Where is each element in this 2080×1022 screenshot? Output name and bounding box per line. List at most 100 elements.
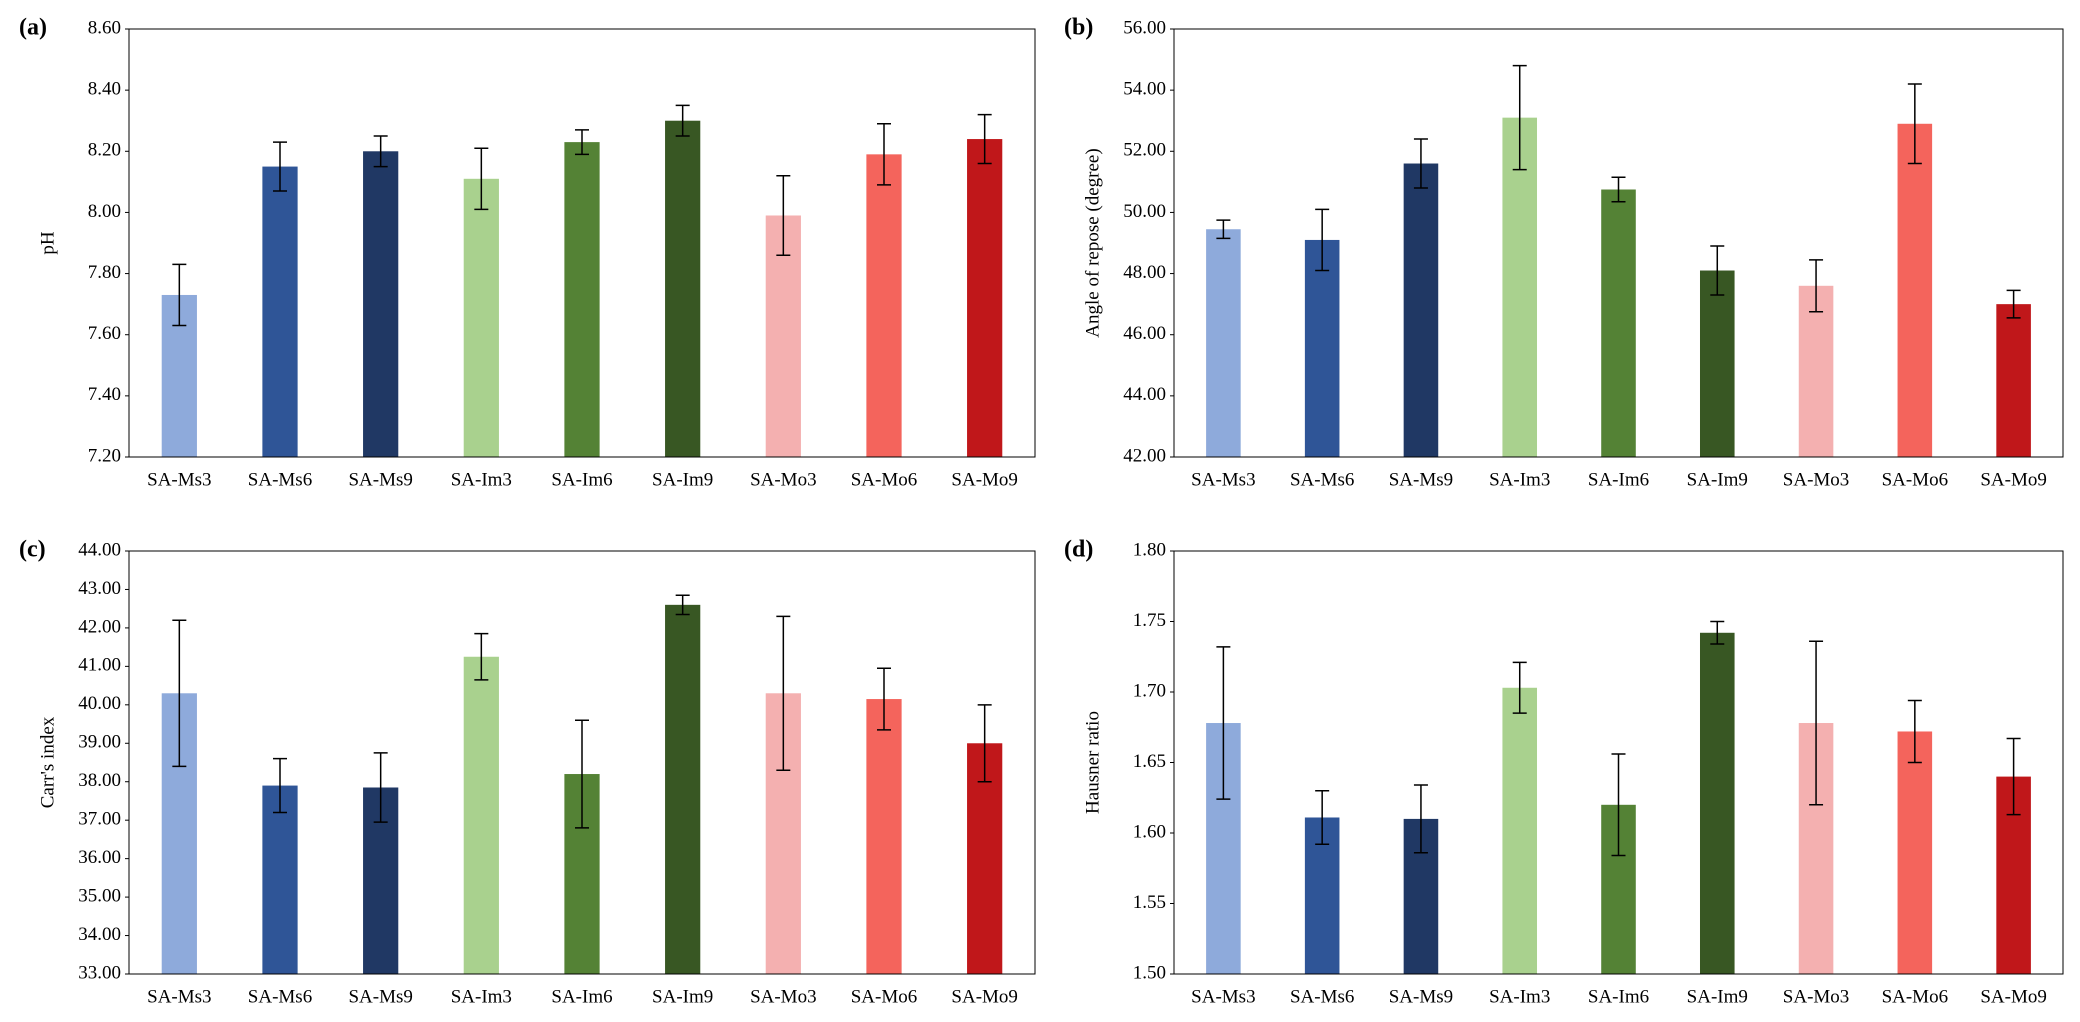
panel-label: (c) (19, 537, 46, 563)
y-axis-label: Angle of repose (degree) (1082, 148, 1103, 337)
x-tick-label: SA-Ms6 (1290, 986, 1354, 1007)
y-axis-label: Hausner ratio (1082, 711, 1103, 814)
y-tick-label: 7.20 (88, 445, 121, 466)
x-tick-label: SA-Ms9 (1389, 986, 1453, 1007)
error-bar (1216, 646, 1231, 800)
x-tick-label: SA-Im6 (551, 469, 612, 490)
error-bar (172, 263, 187, 327)
error-bar (1611, 753, 1626, 857)
error-bar (1216, 219, 1231, 240)
y-tick-label: 35.00 (78, 885, 121, 906)
error-bar (474, 147, 489, 211)
bar (564, 142, 600, 457)
x-tick-label: SA-Ms3 (1191, 469, 1255, 490)
y-tick-label: 43.00 (78, 578, 121, 599)
error-bar (273, 141, 287, 192)
bar (866, 699, 902, 974)
bar (1699, 270, 1735, 457)
y-tick-label: 44.00 (1123, 384, 1166, 405)
error-bar (1907, 83, 1922, 165)
y-axis-label: pH (37, 231, 58, 255)
error-bar (877, 667, 891, 731)
y-tick-label: 7.80 (88, 262, 121, 283)
error-bar (1512, 661, 1527, 714)
panel-label: (b) (1064, 15, 1093, 41)
x-tick-label: SA-Ms6 (248, 986, 312, 1007)
bar (1897, 731, 1933, 974)
y-tick-label: 8.20 (88, 140, 121, 161)
bar (1206, 229, 1241, 457)
bar (665, 120, 701, 457)
y-tick-label: 8.00 (88, 201, 121, 222)
x-tick-label: SA-Im3 (451, 986, 512, 1007)
bar (1699, 632, 1735, 974)
error-bar (977, 704, 992, 783)
y-tick-label: 50.00 (1123, 201, 1166, 222)
error-bar (877, 123, 891, 186)
error-bar (1907, 699, 1922, 764)
x-tick-label: SA-Mo3 (750, 986, 817, 1007)
bar (1304, 239, 1340, 457)
error-bar (172, 619, 187, 768)
x-tick-label: SA-Mo3 (750, 469, 817, 490)
error-bar (776, 174, 791, 256)
error-bar (373, 752, 388, 823)
error-bar (1413, 784, 1428, 854)
error-bar (273, 757, 287, 814)
x-tick-label: SA-Ms6 (1290, 469, 1354, 490)
error-bar (776, 615, 791, 771)
y-tick-label: 42.00 (78, 616, 121, 637)
y-tick-label: 37.00 (78, 809, 121, 830)
error-bar (675, 594, 690, 616)
error-bar (575, 719, 589, 829)
y-tick-label: 1.65 (1133, 751, 1166, 772)
x-tick-label: SA-Im9 (652, 469, 713, 490)
error-bar (1809, 640, 1824, 806)
x-tick-label: SA-Mo9 (951, 469, 1018, 490)
error-bar (1315, 208, 1330, 272)
plot-frame (128, 28, 1036, 458)
error-bar (675, 104, 690, 137)
x-tick-label: SA-Mo3 (1783, 986, 1850, 1007)
bar (1996, 304, 2031, 457)
y-tick-label: 33.00 (78, 962, 121, 983)
error-bar (2006, 737, 2021, 816)
y-tick-label: 44.00 (78, 539, 121, 560)
y-tick-label: 1.50 (1133, 962, 1166, 983)
y-tick-label: 1.80 (1133, 539, 1166, 560)
x-tick-label: SA-Im6 (1588, 469, 1649, 490)
error-bar (1611, 176, 1626, 203)
x-tick-label: SA-Im3 (1489, 986, 1550, 1007)
x-tick-label: SA-Mo6 (1882, 469, 1949, 490)
y-tick-label: 7.40 (88, 384, 121, 405)
error-bar (1809, 259, 1824, 313)
error-bar (1413, 138, 1428, 189)
x-tick-label: SA-Mo9 (1980, 469, 2047, 490)
y-tick-label: 46.00 (1123, 323, 1166, 344)
error-bar (977, 113, 992, 165)
bar (463, 178, 499, 458)
x-tick-label: SA-Mo9 (951, 986, 1018, 1007)
x-tick-label: SA-Im3 (1489, 469, 1550, 490)
y-tick-label: 52.00 (1123, 140, 1166, 161)
y-axis-label: Carr's index (37, 716, 58, 808)
bar (1601, 189, 1636, 457)
y-tick-label: 40.00 (78, 693, 121, 714)
y-tick-label: 36.00 (78, 847, 121, 868)
x-tick-label: SA-Mo9 (1980, 986, 2047, 1007)
plot-frame (1173, 550, 2064, 975)
plot-frame (128, 550, 1036, 975)
y-tick-label: 1.60 (1133, 821, 1166, 842)
error-bar (1315, 789, 1330, 846)
y-tick-label: 8.60 (88, 17, 121, 38)
bar (665, 604, 701, 974)
x-tick-label: SA-Im9 (1687, 469, 1748, 490)
bar (262, 166, 298, 458)
bar (1897, 123, 1933, 458)
x-tick-label: SA-Ms3 (147, 469, 211, 490)
x-tick-label: SA-Ms3 (147, 986, 211, 1007)
error-bar (1512, 64, 1527, 171)
chart-panel: (c) Carr's index 33.00 34.00 35.00 36.00 37.00… (19, 537, 1036, 1007)
x-tick-label: SA-Mo6 (851, 469, 918, 490)
